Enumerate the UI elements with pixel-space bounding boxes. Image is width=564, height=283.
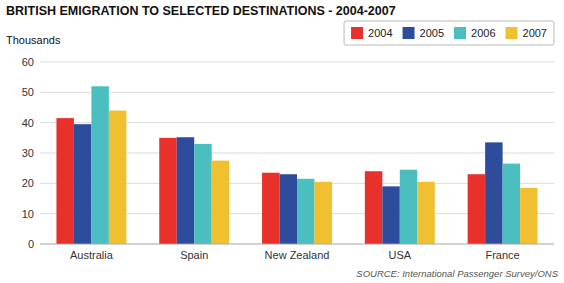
- legend: 2004 2005 2006 2007: [344, 21, 554, 45]
- bar: [56, 118, 73, 244]
- legend-label: 2005: [420, 27, 444, 39]
- y-tick-label: 60: [22, 56, 34, 68]
- chart: BRITISH EMIGRATION TO SELECTED DESTINATI…: [0, 0, 564, 283]
- grid-line: [40, 62, 554, 63]
- bar: [212, 161, 229, 244]
- title: BRITISH EMIGRATION TO SELECTED DESTINATI…: [6, 4, 396, 18]
- x-tick-label: Australia: [70, 249, 114, 261]
- y-axis-label: Thousands: [6, 34, 61, 46]
- bar: [280, 174, 297, 244]
- y-tick-label: 40: [22, 117, 34, 129]
- legend-swatch: [506, 27, 518, 39]
- x-tick-label: New Zealand: [265, 249, 330, 261]
- y-tick-label: 0: [28, 238, 34, 250]
- bar: [382, 186, 399, 244]
- bar: [503, 164, 520, 244]
- grid: [40, 62, 554, 244]
- legend-label: 2004: [368, 27, 392, 39]
- legend-label: 2007: [523, 27, 547, 39]
- y-tick-label: 50: [22, 86, 34, 98]
- bar: [314, 182, 331, 244]
- bar: [485, 142, 502, 244]
- legend-label: 2006: [471, 27, 495, 39]
- bar: [159, 138, 176, 244]
- source-note: SOURCE: International Passenger Survey/O…: [356, 268, 558, 279]
- bar: [468, 174, 485, 244]
- legend-swatch: [351, 27, 363, 39]
- bar: [365, 171, 382, 244]
- x-axis-line: [40, 244, 554, 245]
- y-tick-label: 10: [22, 208, 34, 220]
- bar: [520, 188, 537, 244]
- bar: [262, 173, 279, 244]
- grid-line: [40, 92, 554, 93]
- grid-line: [40, 244, 554, 245]
- legend-swatch: [454, 27, 466, 39]
- bar: [297, 179, 314, 244]
- bar: [194, 144, 211, 244]
- bar: [109, 111, 126, 244]
- legend-swatch: [403, 27, 415, 39]
- x-tick-label: Spain: [180, 249, 208, 261]
- bar: [400, 170, 417, 244]
- bar: [74, 124, 91, 244]
- y-tick-label: 20: [22, 177, 34, 189]
- bar: [91, 86, 108, 244]
- bar: [417, 182, 434, 244]
- bar: [177, 137, 194, 244]
- y-tick-label: 30: [22, 147, 34, 159]
- legend-frame: [344, 21, 554, 45]
- x-tick-label: France: [485, 249, 519, 261]
- x-tick-label: USA: [388, 249, 411, 261]
